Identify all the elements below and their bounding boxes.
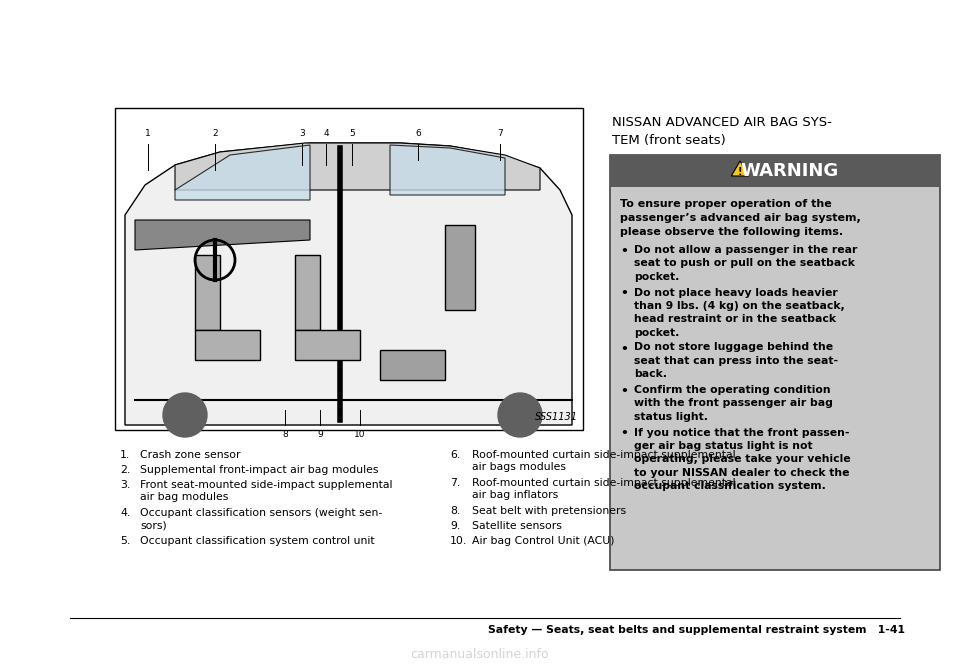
Text: 1.: 1.: [120, 450, 131, 460]
Bar: [610, 155, 940, 187]
Text: 9.: 9.: [450, 521, 460, 531]
Text: 10: 10: [354, 430, 366, 439]
Text: 5: 5: [349, 129, 355, 138]
Text: 10.: 10.: [450, 536, 468, 546]
Text: 4: 4: [324, 129, 329, 138]
Text: Roof-mounted curtain side-impact supplemental
air bag inflators: Roof-mounted curtain side-impact supplem…: [472, 478, 735, 501]
Text: carmanualsonline.info: carmanualsonline.info: [411, 649, 549, 661]
Text: Safety — Seats, seat belts and supplemental restraint system   1-41: Safety — Seats, seat belts and supplemen…: [488, 625, 905, 635]
Text: To ensure proper operation of the
passenger’s advanced air bag system,
please ob: To ensure proper operation of the passen…: [620, 199, 861, 237]
Text: 6: 6: [415, 129, 420, 138]
Bar: [380, 350, 445, 380]
Text: •: •: [620, 385, 628, 398]
Text: 2.: 2.: [120, 465, 131, 475]
Text: 2: 2: [212, 129, 218, 138]
Text: Satellite sensors: Satellite sensors: [472, 521, 562, 531]
Text: 4.: 4.: [120, 508, 131, 518]
Text: If you notice that the front passen-
ger air bag status light is not
operating, : If you notice that the front passen- ger…: [634, 428, 851, 491]
Text: •: •: [620, 288, 628, 301]
Bar: [445, 225, 475, 310]
Bar: [295, 255, 320, 330]
Text: Occupant classification system control unit: Occupant classification system control u…: [140, 536, 374, 546]
Polygon shape: [175, 143, 540, 190]
Bar: [115, 108, 583, 430]
Text: NISSAN ADVANCED AIR BAG SYS-: NISSAN ADVANCED AIR BAG SYS-: [612, 116, 832, 129]
Circle shape: [498, 393, 542, 437]
Text: Do not store luggage behind the
seat that can press into the seat-
back.: Do not store luggage behind the seat tha…: [634, 343, 838, 379]
Text: Air bag Control Unit (ACU): Air bag Control Unit (ACU): [472, 536, 614, 546]
Polygon shape: [390, 145, 505, 195]
Text: Do not allow a passenger in the rear
seat to push or pull on the seatback
pocket: Do not allow a passenger in the rear sea…: [634, 245, 857, 282]
Text: 8: 8: [282, 430, 288, 439]
Text: 3: 3: [300, 129, 305, 138]
Text: 1: 1: [145, 129, 151, 138]
Polygon shape: [732, 161, 749, 176]
Text: •: •: [620, 343, 628, 355]
Text: TEM (front seats): TEM (front seats): [612, 134, 726, 147]
Text: 8.: 8.: [450, 506, 460, 516]
Text: Supplemental front-impact air bag modules: Supplemental front-impact air bag module…: [140, 465, 378, 475]
Circle shape: [163, 393, 207, 437]
Text: 9: 9: [317, 430, 323, 439]
Text: Confirm the operating condition
with the front passenger air bag
status light.: Confirm the operating condition with the…: [634, 385, 833, 422]
Bar: [195, 255, 220, 330]
Text: Crash zone sensor: Crash zone sensor: [140, 450, 241, 460]
Bar: [295, 330, 360, 360]
Text: Seat belt with pretensioners: Seat belt with pretensioners: [472, 506, 626, 516]
Bar: [610, 155, 940, 570]
Bar: [195, 330, 260, 360]
Text: 6.: 6.: [450, 450, 460, 460]
Text: WARNING: WARNING: [741, 162, 839, 180]
Polygon shape: [125, 143, 572, 425]
Text: Do not place heavy loads heavier
than 9 lbs. (4 kg) on the seatback,
head restra: Do not place heavy loads heavier than 9 …: [634, 288, 845, 337]
Text: Roof-mounted curtain side-impact supplemental
air bags modules: Roof-mounted curtain side-impact supplem…: [472, 450, 735, 472]
Text: 7.: 7.: [450, 478, 460, 488]
Text: •: •: [620, 428, 628, 440]
Text: 3.: 3.: [120, 480, 131, 490]
Text: •: •: [620, 245, 628, 258]
Text: 5.: 5.: [120, 536, 131, 546]
Text: Front seat-mounted side-impact supplemental
air bag modules: Front seat-mounted side-impact supplemen…: [140, 480, 393, 503]
Polygon shape: [175, 145, 310, 200]
Polygon shape: [135, 220, 310, 250]
Text: SSS1131: SSS1131: [535, 412, 578, 422]
Text: 7: 7: [497, 129, 503, 138]
Text: !: !: [737, 167, 742, 177]
Text: Occupant classification sensors (weight sen-
sors): Occupant classification sensors (weight …: [140, 508, 382, 531]
